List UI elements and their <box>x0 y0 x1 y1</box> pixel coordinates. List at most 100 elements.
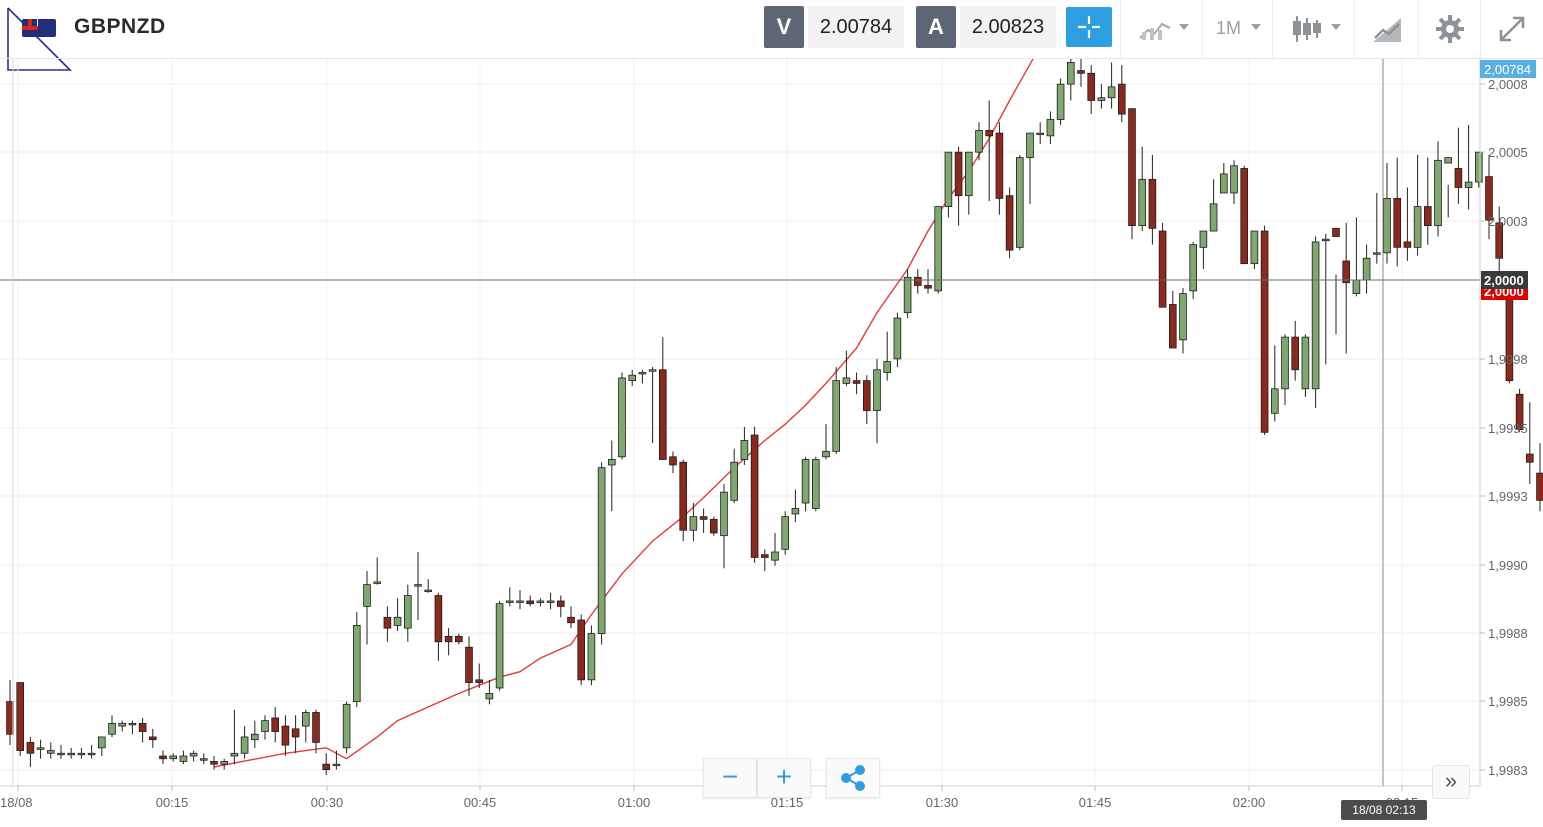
top-price-tag <box>1480 60 1536 78</box>
candle <box>577 614 585 686</box>
candle <box>148 728 157 748</box>
candle-style-dropdown[interactable] <box>1272 0 1355 58</box>
candle-body-bear <box>271 717 279 732</box>
candle <box>720 484 728 569</box>
candle <box>301 709 310 743</box>
candle <box>199 753 208 765</box>
candle-body-bear <box>312 712 320 743</box>
candle-body-bull <box>342 703 351 749</box>
timeframe-dropdown[interactable]: 1M <box>1202 0 1273 58</box>
price-label: 1,9985 <box>1488 694 1528 709</box>
candle <box>1362 244 1371 294</box>
candle-body-bull <box>791 508 800 515</box>
candle-body-bear <box>1240 168 1249 265</box>
candle <box>281 715 290 756</box>
candle <box>812 456 820 512</box>
candle-body-bull <box>1434 159 1442 226</box>
fullscreen-button[interactable] <box>1480 0 1543 58</box>
candle <box>1536 443 1543 512</box>
candle-body-bear <box>659 369 667 460</box>
candle <box>1373 192 1381 264</box>
candle <box>903 269 912 319</box>
candle-body-bull <box>1036 132 1045 136</box>
candle-body-bull <box>240 736 249 754</box>
candle <box>679 459 687 542</box>
candle <box>526 595 534 607</box>
candle <box>1342 222 1351 354</box>
time-label: 01:30 <box>926 795 959 810</box>
current-price-tag <box>1481 271 1528 289</box>
candle <box>1352 217 1361 297</box>
candle <box>1393 157 1402 267</box>
drawing-tools-button[interactable] <box>1354 0 1419 58</box>
scroll-to-latest-button[interactable]: » <box>1432 765 1470 799</box>
candle-body-bull <box>1046 119 1055 137</box>
crosshair-button[interactable] <box>1066 7 1112 47</box>
candle-body-bull <box>332 763 341 767</box>
candle-body-bull <box>536 600 545 603</box>
settings-button[interactable] <box>1418 0 1481 58</box>
candle-body-bull <box>403 595 412 629</box>
candle-body-bull <box>628 374 636 382</box>
candle-body-bear <box>148 736 157 741</box>
price-label: 1,9995 <box>1488 421 1528 436</box>
zoom-in-button[interactable]: + <box>757 758 811 798</box>
chart-type-dropdown[interactable] <box>1120 0 1203 58</box>
candle-body-bear <box>138 722 147 732</box>
candle <box>1220 163 1228 194</box>
candle-body-bull <box>832 380 840 452</box>
moving-average-line <box>213 0 1067 768</box>
candle-body-bull <box>1056 83 1065 120</box>
candle <box>995 122 1004 215</box>
candle-body-bull <box>47 750 55 754</box>
gb-nz-flag-icon <box>22 19 56 37</box>
buy-price[interactable]: 2.00823 <box>960 6 1056 48</box>
candle <box>659 337 667 460</box>
time-label: 00:30 <box>311 795 344 810</box>
candle <box>393 598 402 631</box>
candle <box>444 628 453 656</box>
chart-grid <box>0 58 1480 786</box>
candle <box>648 367 657 444</box>
candle <box>822 424 830 460</box>
buy-tag[interactable]: A <box>916 6 956 48</box>
candle <box>36 739 45 759</box>
candle-body-bull <box>424 589 432 592</box>
share-icon <box>841 765 865 791</box>
candle <box>434 592 443 661</box>
zoom-out-button[interactable]: − <box>703 758 757 798</box>
candle-body-bear <box>444 635 453 643</box>
candle-body-bear <box>852 380 861 384</box>
candle-body-bull <box>801 459 810 504</box>
candle-body-bull <box>230 752 239 757</box>
candle <box>1444 157 1453 218</box>
time-label: 00:45 <box>464 795 497 810</box>
candle <box>1424 157 1432 245</box>
candle-body-bear <box>1005 195 1014 251</box>
time-label: 18/08 <box>0 795 33 810</box>
candle-body-bear <box>1536 472 1543 501</box>
candle <box>1077 43 1085 87</box>
candle-body-bear <box>669 456 677 466</box>
price-label: 2,0003 <box>1488 214 1528 229</box>
sell-price[interactable]: 2.00784 <box>808 6 904 48</box>
share-button[interactable] <box>826 758 880 798</box>
time-label: 02:00 <box>1233 795 1266 810</box>
candle-body-bear <box>1332 227 1340 237</box>
candle-body-bear <box>1077 70 1085 74</box>
candle <box>638 369 647 384</box>
candle <box>1189 241 1198 300</box>
candle-body-bear <box>465 646 473 683</box>
candle-body-bear <box>6 701 14 735</box>
candle-body-bear <box>26 742 35 754</box>
candle-body-bull <box>36 747 45 750</box>
candle <box>1464 124 1473 210</box>
candle-body-bull <box>812 459 820 509</box>
price-label: 2,0005 <box>1488 145 1528 160</box>
candle-body-bull <box>1271 388 1279 414</box>
candle-body-bear <box>1495 222 1504 259</box>
candle-body-bull <box>1209 203 1218 232</box>
sell-tag[interactable]: V <box>764 6 804 48</box>
